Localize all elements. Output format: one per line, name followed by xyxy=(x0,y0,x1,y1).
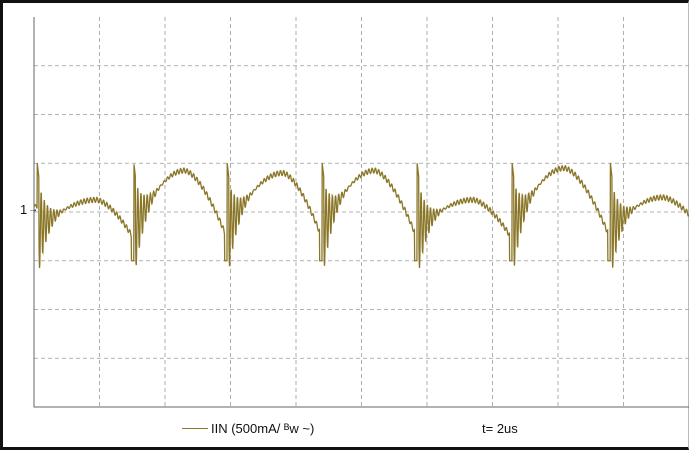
trace-legend-swatch xyxy=(182,428,208,429)
graticule-grid xyxy=(33,17,689,408)
timebase-label: t= 2us xyxy=(482,421,518,436)
timebase-legend: t= 2us xyxy=(482,421,518,436)
channel-1-label: 1 xyxy=(20,202,28,217)
trace-legend: IIN (500mA/ ᴮw ~) xyxy=(182,421,314,436)
channel-1-marker: 1 → xyxy=(20,202,38,217)
plot-border xyxy=(33,17,689,408)
channel-1-arrow-icon: → xyxy=(28,204,39,215)
iin-trace xyxy=(33,163,689,269)
trace-legend-label: IIN (500mA/ ᴮw ~) xyxy=(211,421,315,436)
